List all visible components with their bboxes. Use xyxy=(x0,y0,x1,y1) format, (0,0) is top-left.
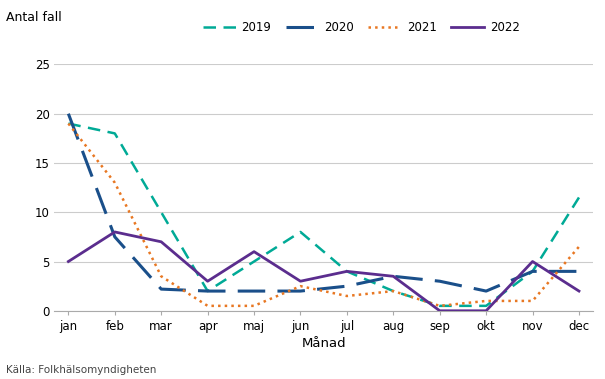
Text: Antal fall: Antal fall xyxy=(6,11,62,24)
Legend: 2019, 2020, 2021, 2022: 2019, 2020, 2021, 2022 xyxy=(198,16,525,39)
X-axis label: Månad: Månad xyxy=(301,337,346,350)
Text: Källa: Folkhälsomyndigheten: Källa: Folkhälsomyndigheten xyxy=(6,365,157,375)
